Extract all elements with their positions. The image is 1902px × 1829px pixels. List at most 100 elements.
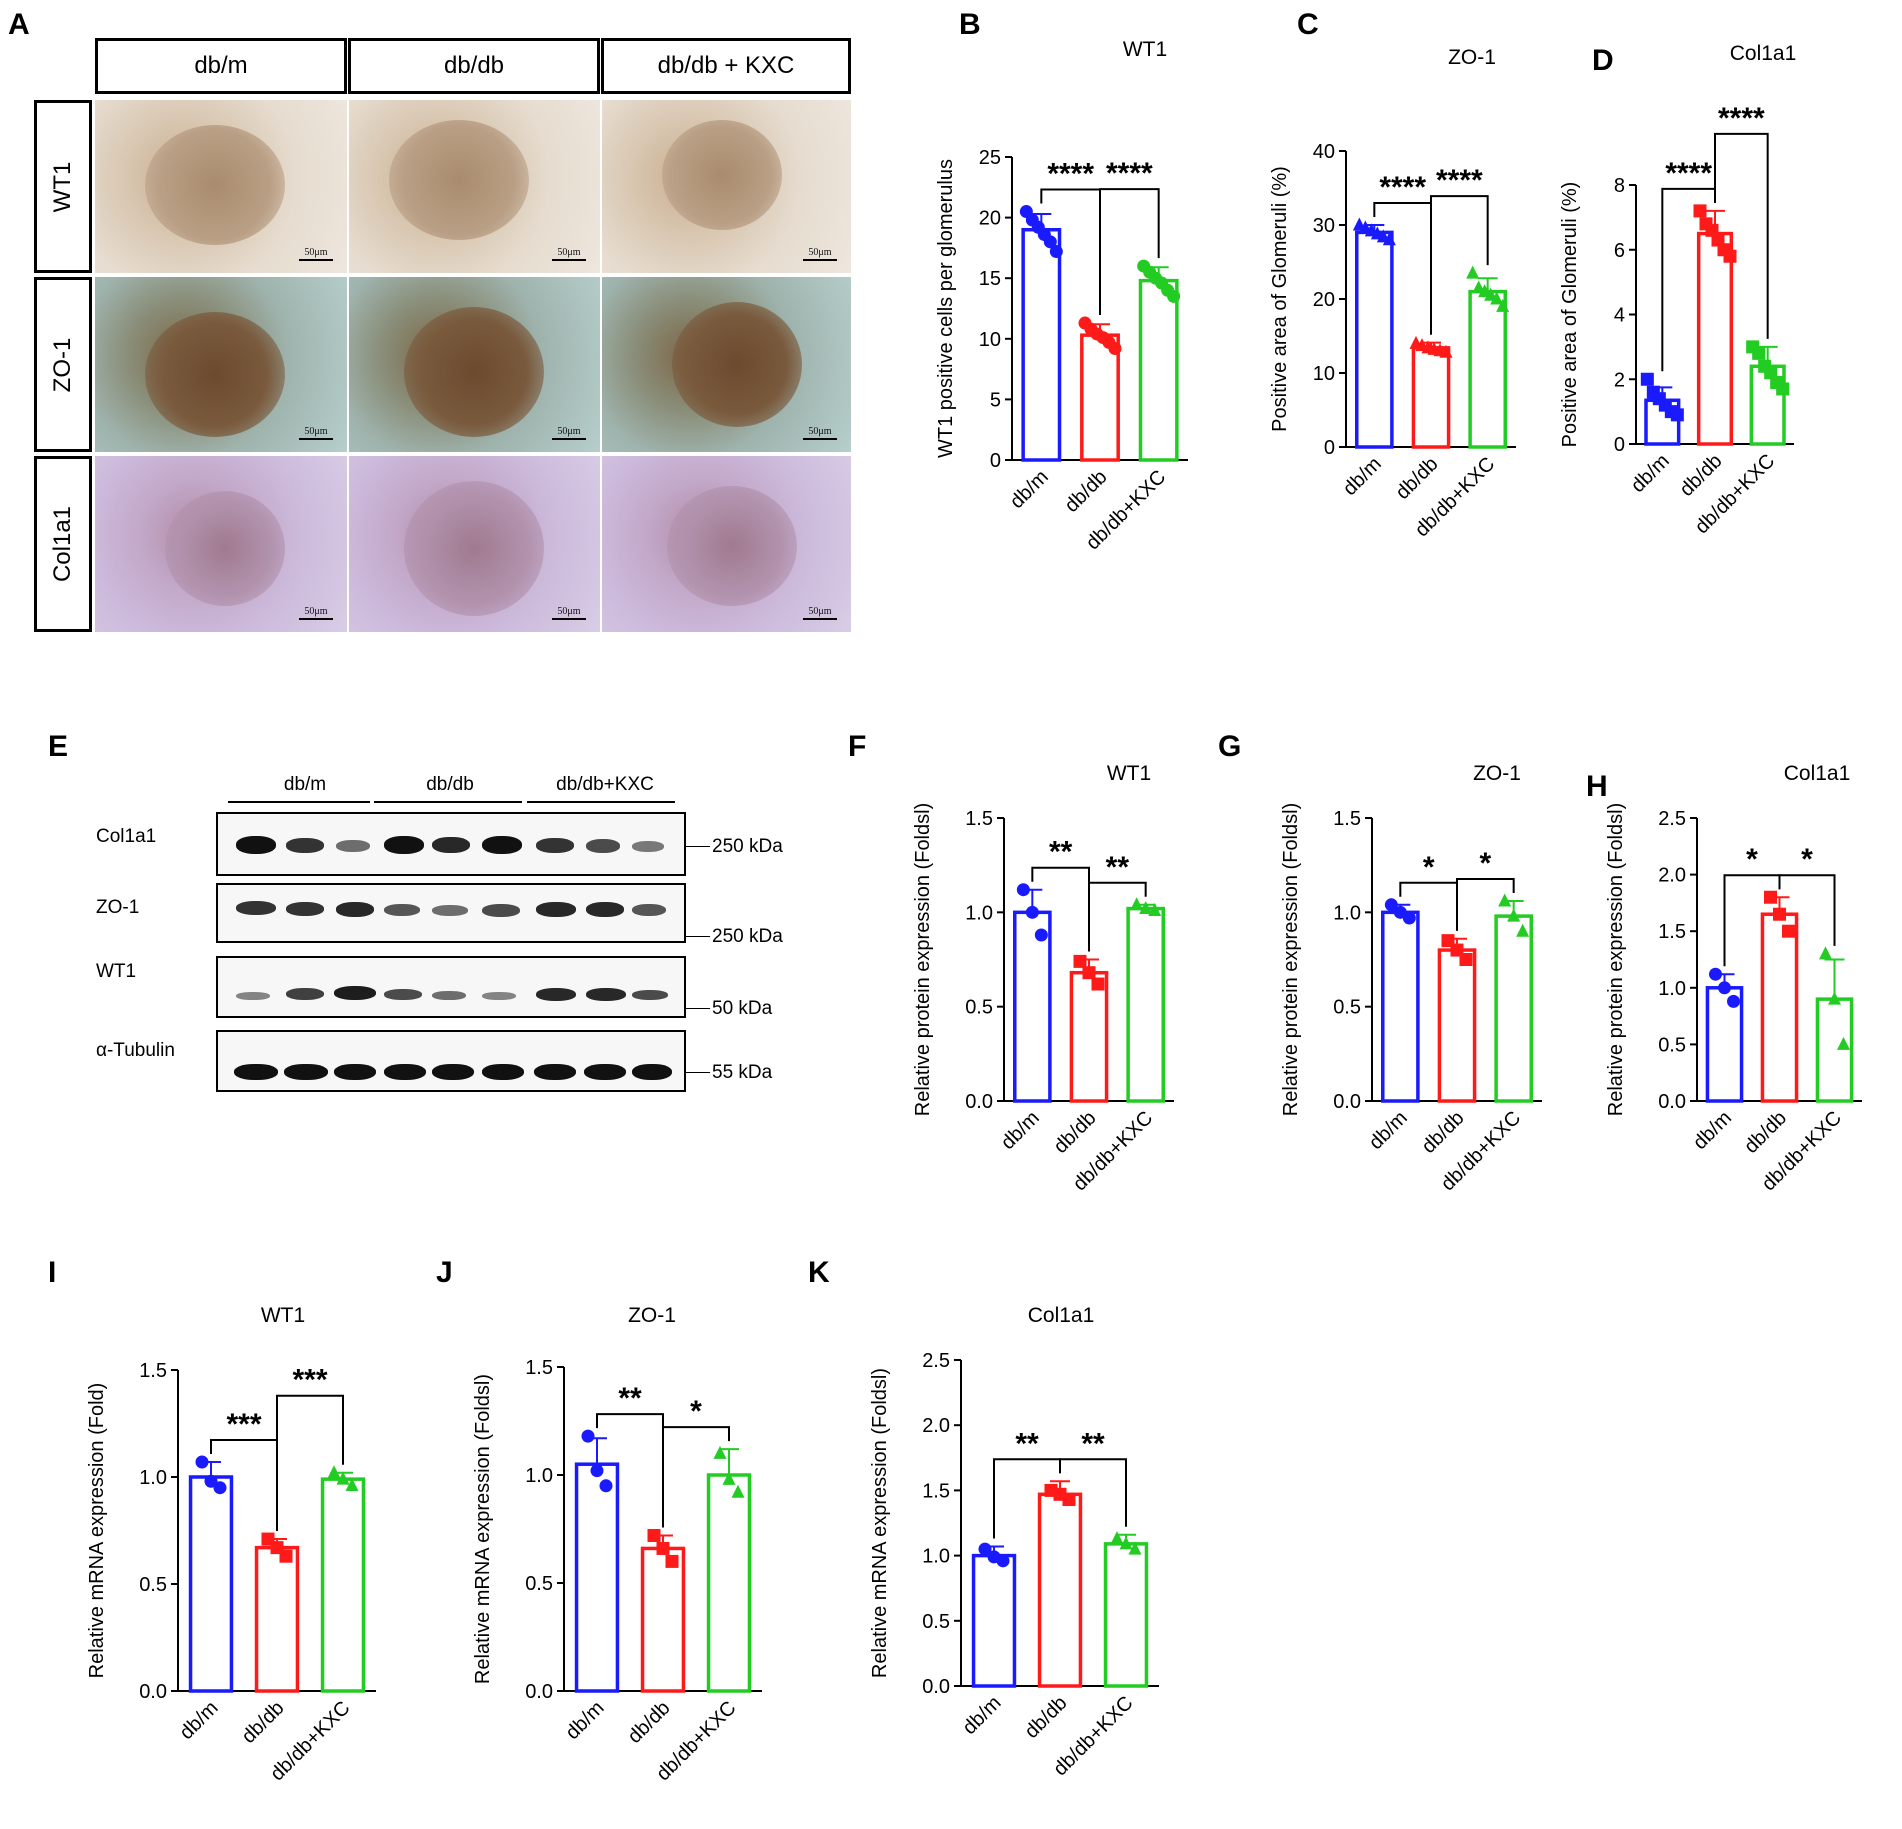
scale-bar: 50μm [299,606,333,620]
panel-letter-g: G [1218,730,1242,763]
panel-j-y-tick-label: 1.0 [525,1465,553,1487]
panel-h-data-point [1782,924,1795,938]
panel-b-x-tick-label-1: db/db [1061,466,1112,517]
panel-g-y-tick-label: 1.0 [1333,902,1361,924]
panel-d-y-tick-label: 0 [1614,434,1625,456]
panel-letter-d: D [1592,44,1614,77]
panel-f-bar-2 [1126,906,1165,1103]
panel-c-y-tick-label: 40 [1313,141,1335,163]
row-label-wt1: WT1 [34,100,92,273]
panel-j-data-point [590,1464,604,1478]
panel-f-y-axis-label: Relative protein expression (Foldsl) [912,803,934,1116]
panel-h-title: Col1a1 [1784,762,1851,785]
panel-b-bar-2 [1138,278,1179,462]
panel-letter-b: B [959,8,981,41]
blot-group-db-db-kxc: db/db+KXC [556,774,654,795]
blot-group-db-m: db/m [283,774,327,795]
panel-h-x-tick-label-0: db/m [1689,1107,1736,1154]
panel-f-title: WT1 [1107,762,1151,785]
panel-j-sig-label-1: * [690,1395,702,1428]
scale-bar: 50μm [299,426,333,440]
panel-d-y-tick-label: 4 [1614,305,1625,327]
kda-tick [686,846,710,847]
blot-label-zo1: ZO-1 [96,897,140,918]
micrograph-col1a1-db-db: 50μm [349,456,600,632]
panel-i-y-tick-label: 0.0 [139,1681,167,1703]
panel-f-data-point [1034,928,1048,942]
panel-f-bar-0 [1013,910,1052,1103]
micrograph-wt1-db-db-kxc: 50μm [602,100,851,273]
panel-h-data-point [1819,946,1832,960]
panel-i-sig-bracket-1 [276,1394,344,1532]
panel-f-sig-label-0: ** [1049,836,1073,869]
panel-letter-i: I [48,1256,57,1289]
panel-k-sig-label-1: ** [1081,1427,1105,1460]
panel-c-data-point [1382,232,1396,246]
kda-marker-zo1: 250 kDa [712,926,783,947]
scale-bar: 50μm [803,247,837,261]
panel-k-sig-bracket-0 [993,1458,1061,1539]
panel-h-y-tick-label: 2.5 [1658,808,1686,830]
panel-h-sig-label-0: * [1746,843,1758,876]
panel-g-data-point [1516,923,1530,937]
panel-f-y-tick-label: 1.0 [965,902,993,924]
panel-k-bar-2 [1103,1542,1149,1688]
panel-g-data-point [1498,893,1512,907]
panel-g-bar-1 [1437,948,1477,1103]
panel-c-y-tick-label: 0 [1324,437,1335,459]
panel-f-bar-1 [1069,970,1109,1103]
panel-j-data-point [713,1445,727,1459]
panel-letter-f: F [848,730,867,763]
panel-h-data-point [1828,991,1841,1005]
panel-h-data-point [1773,907,1786,921]
panel-j-data-point [656,1541,670,1555]
micrograph-wt1-db-m: 50μm [95,100,347,273]
panel-d-data-point [1693,204,1707,218]
panel-d-y-axis-label: Positive area of Glomeruli (%) [1559,182,1581,448]
panel-k-data-point [1110,1531,1124,1545]
panel-j-sig-bracket-1 [662,1426,730,1528]
panel-f-y-tick-label: 1.5 [965,808,993,830]
panel-d-x-tick-label-0: db/m [1627,450,1674,497]
panel-f-data-point [1148,902,1162,916]
panel-h-y-tick-label: 0.5 [1658,1034,1686,1056]
panel-d-sig-label-0: **** [1665,157,1712,190]
panel-f-sig-label-1: ** [1106,851,1130,884]
blot-strip-tubulin [216,1030,686,1092]
scale-bar: 50μm [803,426,837,440]
panel-b-sig-bracket-1 [1099,188,1160,316]
panel-g-sig-label-0: * [1423,851,1435,884]
panel-b-y-tick-label: 0 [990,450,1001,472]
panel-g-sig-bracket-1 [1456,878,1515,931]
panel-f-data-point [1016,883,1030,897]
panel-g-y-axis-label: Relative protein expression (Foldsl) [1280,803,1302,1116]
panel-c-sig-bracket-1 [1430,195,1489,335]
panel-d-sig-bracket-0 [1661,187,1716,372]
panel-h-data-point [1837,1036,1850,1050]
panel-i-title: WT1 [261,1304,305,1327]
panel-k-x-tick-label-1: db/db [1021,1692,1072,1743]
panel-k-data-point [1128,1541,1142,1555]
panel-k-y-tick-label: 1.5 [922,1480,950,1502]
blot-label-tubulin: α-Tubulin [96,1040,175,1061]
panel-b-y-axis-label: WT1 positive cells per glomerulus [935,159,957,458]
panel-h-data-point [1727,994,1740,1008]
panel-h-sig-bracket-0 [1723,874,1781,967]
panel-g-y-tick-label: 0.5 [1333,997,1361,1019]
panel-g-y-tick-label: 1.5 [1333,808,1361,830]
panel-c-data-point [1490,291,1504,305]
panel-f-x-tick-label-0: db/m [997,1107,1044,1154]
panel-j-sig-bracket-0 [596,1413,664,1528]
panel-h-y-tick-label: 1.0 [1658,978,1686,1000]
panel-i-x-tick-label-1: db/db [238,1697,289,1748]
panel-i-data-point [195,1455,209,1469]
panel-h-sig-bracket-1 [1778,874,1836,946]
panel-i-data-point [213,1481,227,1495]
panel-b-data-point [1108,341,1122,355]
kda-marker-wt1: 50 kDa [712,998,773,1019]
panel-k-data-point [996,1554,1010,1568]
panel-c-sig-label-0: **** [1379,171,1426,204]
panel-d-data-point [1752,346,1766,360]
panel-b-data-point [1043,235,1057,249]
